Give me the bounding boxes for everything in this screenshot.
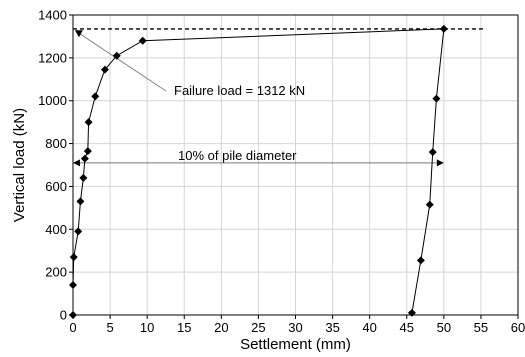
data-point-marker	[76, 197, 85, 206]
x-tick-label: 25	[251, 320, 265, 335]
y-tick-label: 400	[45, 222, 67, 237]
x-tick-label: 15	[177, 320, 191, 335]
x-axis-title: Settlement (mm)	[240, 336, 351, 353]
data-point-marker	[407, 308, 416, 317]
grid-lines	[73, 15, 518, 315]
data-point-marker	[100, 65, 109, 74]
pile-diameter-annotation: 10% of pile diameter	[178, 148, 297, 163]
pile-diameter-arrow-right-head	[436, 159, 444, 167]
x-tick-label: 55	[474, 320, 488, 335]
data-points	[69, 24, 448, 319]
data-point-marker	[138, 36, 147, 45]
data-point-marker	[80, 154, 89, 163]
data-point-marker	[74, 227, 83, 236]
data-point-marker	[91, 92, 100, 101]
y-axis-ticks: 0 200 400 600 800 1000 1200 1400	[38, 8, 73, 323]
x-axis-ticks: 0 5 10 15 20 25 30 35 40 45 50 55 60	[69, 315, 525, 335]
x-tick-label: 0	[69, 320, 76, 335]
data-point-marker	[425, 200, 434, 209]
y-tick-label: 0	[60, 308, 67, 323]
y-axis-title: Vertical load (kN)	[11, 108, 28, 222]
x-tick-label: 10	[140, 320, 154, 335]
y-tick-label: 600	[45, 179, 67, 194]
y-tick-label: 1000	[38, 93, 67, 108]
failure-load-annotation: Failure load = 1312 kN	[174, 83, 305, 98]
y-tick-label: 200	[45, 265, 67, 280]
x-tick-label: 35	[325, 320, 339, 335]
data-point-marker	[69, 281, 77, 289]
failure-load-marker	[74, 30, 83, 38]
data-point-marker	[112, 51, 121, 60]
data-point-marker	[83, 147, 92, 156]
x-tick-label: 40	[362, 320, 376, 335]
x-tick-label: 5	[106, 320, 113, 335]
data-point-marker	[439, 24, 448, 33]
y-tick-label: 800	[45, 136, 67, 151]
x-tick-label: 20	[214, 320, 228, 335]
y-tick-label: 1200	[38, 50, 67, 65]
x-tick-label: 50	[437, 320, 451, 335]
data-point-marker	[79, 173, 88, 182]
data-point-marker	[432, 94, 441, 103]
data-point-marker	[428, 148, 437, 157]
data-point-marker	[84, 118, 93, 127]
failure-load-leader-line	[78, 32, 167, 92]
x-tick-label: 30	[288, 320, 302, 335]
data-point-marker	[69, 253, 78, 262]
pile-diameter-arrow-left-head	[73, 159, 80, 167]
x-tick-label: 45	[400, 320, 414, 335]
y-tick-label: 1400	[38, 8, 67, 23]
data-point-marker	[69, 311, 77, 319]
x-tick-label: 60	[511, 320, 525, 335]
data-point-marker	[416, 256, 425, 265]
